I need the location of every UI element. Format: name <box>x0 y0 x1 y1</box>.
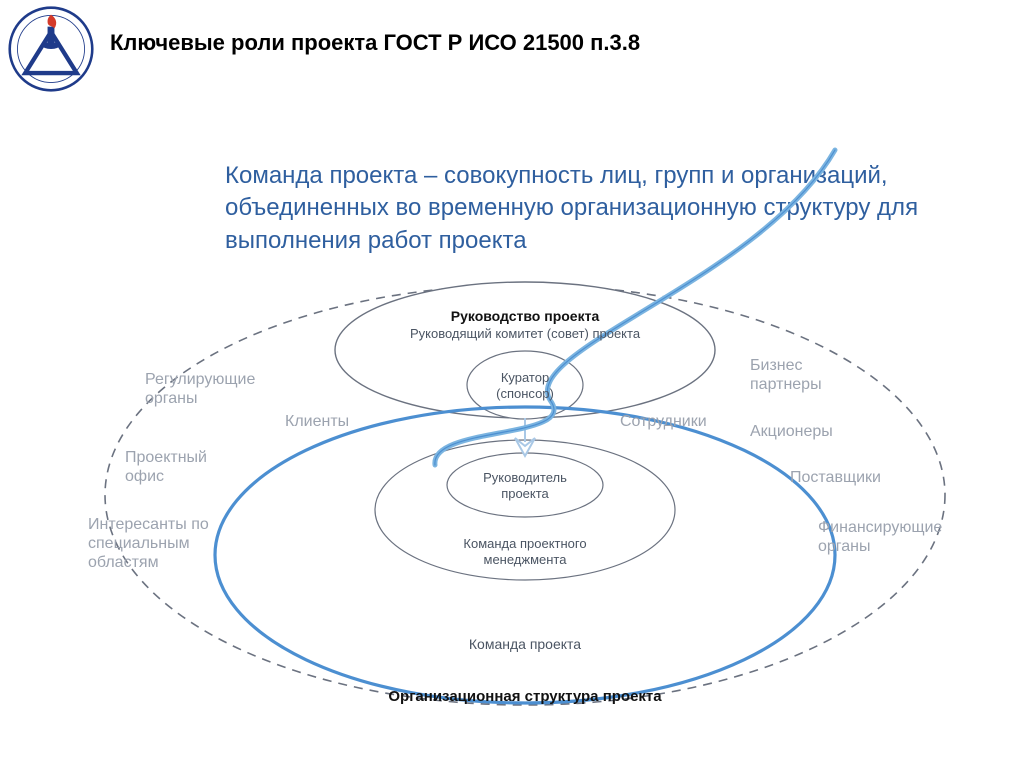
pm-team-l1: Команда проектного <box>425 536 625 551</box>
diagram: Руководство проекта Руководящий комитет … <box>90 310 960 750</box>
governance-subtitle: Руководящий комитет (совет) проекта <box>375 326 675 341</box>
org-structure-label: Организационная структура проекта <box>345 688 705 705</box>
project-team-label: Команда проекта <box>415 636 635 652</box>
stakeholder-special: Интересанты поспециальнымобластям <box>88 515 209 573</box>
stakeholder-pmo: Проектныйофис <box>125 448 207 486</box>
pm-team-l2: менеджмента <box>425 552 625 567</box>
sponsor-l1: Куратор <box>465 370 585 385</box>
stakeholder-shareholders: Акционеры <box>750 422 833 441</box>
stakeholder-regulators: Регулирующиеорганы <box>145 370 255 408</box>
manager-ellipse <box>447 453 603 517</box>
stakeholder-clients: Клиенты <box>285 412 349 431</box>
manager-l1: Руководитель <box>455 470 595 485</box>
governance-title: Руководство проекта <box>395 308 655 324</box>
page: Ключевые роли проекта ГОСТ Р ИСО 21500 п… <box>0 0 1024 767</box>
manager-l2: проекта <box>455 486 595 501</box>
sponsor-l2: (спонсор) <box>465 386 585 401</box>
stakeholder-partners: Бизнеспартнеры <box>750 356 822 394</box>
stakeholder-suppliers: Поставщики <box>790 468 881 487</box>
definition-text: Команда проекта – совокупность лиц, груп… <box>225 160 965 257</box>
page-title: Ключевые роли проекта ГОСТ Р ИСО 21500 п… <box>110 30 640 56</box>
university-logo <box>8 6 94 92</box>
stakeholder-financiers: Финансирующиеорганы <box>818 518 942 556</box>
stakeholder-employees: Сотрудники <box>620 412 707 431</box>
